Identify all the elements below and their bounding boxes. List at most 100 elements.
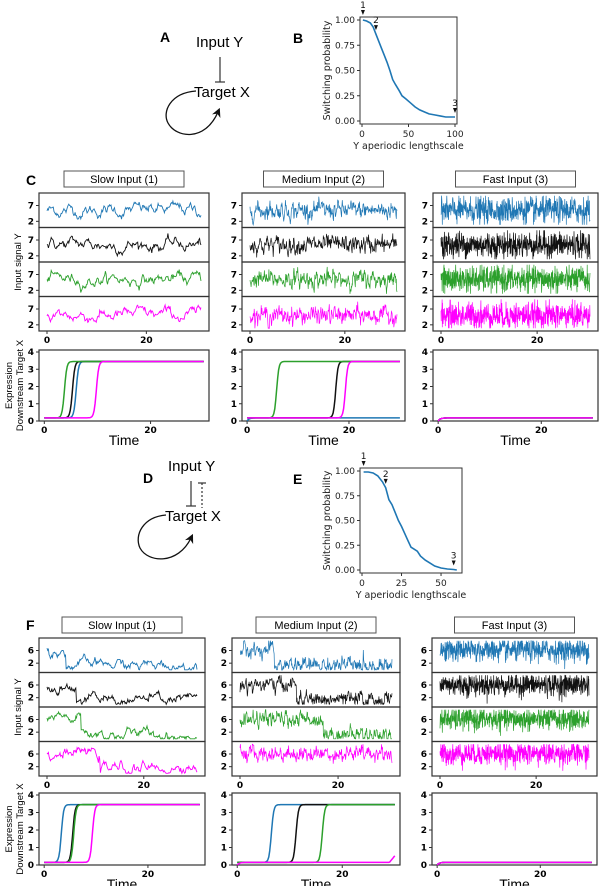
input-trace-green <box>439 709 590 736</box>
x-tick-label: 0 <box>437 781 443 791</box>
x-tick-label: 20 <box>140 336 153 346</box>
y-tick-label: 1 <box>421 844 427 854</box>
marker-arrow <box>383 478 388 484</box>
plot-frame <box>359 467 463 574</box>
y-tick-label: 0.25 <box>335 92 355 102</box>
node-target-x: Target X <box>165 508 221 525</box>
input-trace-green <box>249 266 398 294</box>
y-tick-label: 4 <box>28 791 34 801</box>
time-axis-label: Time <box>499 876 530 886</box>
node-input-y: Input Y <box>196 34 243 51</box>
input-strip-green: 26 <box>28 706 206 743</box>
x-tick-label: 20 <box>144 426 157 436</box>
input-trace-black <box>46 233 202 258</box>
panel-letter-f: F <box>26 617 35 633</box>
input-trace-green <box>239 709 392 740</box>
input-trace-black <box>440 230 591 260</box>
panel-letter-d: D <box>143 470 153 486</box>
x-tick-label: 0 <box>237 781 243 791</box>
condition-title-box <box>263 170 384 188</box>
y-tick-label: 3 <box>221 809 227 819</box>
y-tick-label: 6 <box>221 647 227 657</box>
input-strip-blue: 26 <box>28 637 206 674</box>
y-tick-label: 6 <box>28 647 34 657</box>
y-tick-label: 1 <box>28 844 34 854</box>
y-tick-label: 0 <box>28 861 34 871</box>
x-tick-label: 20 <box>339 336 352 346</box>
y-tick-label: 6 <box>221 716 227 726</box>
plot-frame <box>359 16 458 125</box>
time-axis-label: Time <box>109 432 140 448</box>
y-tick-label: 3 <box>28 365 34 375</box>
x-tick-label: 100 <box>446 130 463 140</box>
input-trace-magenta <box>46 303 202 324</box>
expression-y-label-line2: Downstream Target X <box>15 339 26 431</box>
x-tick-label: 20 <box>142 870 155 880</box>
x-tick-label: 0 <box>434 870 440 880</box>
y-tick-label: 2 <box>422 383 428 393</box>
condition-title: Medium Input (2) <box>274 620 357 632</box>
y-tick-label: 7 <box>231 236 237 246</box>
input-strip-green: 27 <box>28 261 210 298</box>
panel-letter-c: C <box>26 172 36 188</box>
input-strip-blue: 27 <box>231 192 406 229</box>
y-tick-label: 6 <box>421 750 427 760</box>
expression-trace-black <box>247 360 400 419</box>
input-strip-blue: 26 <box>221 637 401 674</box>
condition-title: Slow Input (1) <box>90 174 158 186</box>
panel-letter-e: E <box>293 471 302 487</box>
x-tick-label: 20 <box>535 426 548 436</box>
input-trace-green <box>440 264 591 294</box>
y-tick-label: 6 <box>28 750 34 760</box>
x-axis-label: Y aperiodic lengthscale <box>352 141 464 152</box>
input-trace-magenta <box>439 743 590 771</box>
condition-title: Slow Input (1) <box>88 620 156 632</box>
y-tick-label: 2 <box>231 383 237 393</box>
expression-trace-magenta <box>44 360 204 419</box>
x-tick-label: 20 <box>138 781 151 791</box>
y-tick-label: 2 <box>231 217 237 227</box>
input-trace-black <box>239 674 393 706</box>
y-tick-label: 2 <box>221 763 227 773</box>
condition-title: Fast Input (3) <box>482 620 547 632</box>
y-tick-label: 7 <box>422 271 428 281</box>
input-strip-blue: 27 <box>28 192 210 229</box>
x-tick-label: 0 <box>435 426 441 436</box>
marker-arrow <box>373 25 378 31</box>
expression-trace-black <box>237 803 395 864</box>
expression-trace-magenta <box>236 855 396 866</box>
y-tick-label: 6 <box>421 716 427 726</box>
x-tick-label: 20 <box>530 781 543 791</box>
input-strip-black: 26 <box>28 671 206 708</box>
y-tick-label: 0 <box>231 417 237 427</box>
condition-title-box <box>255 616 377 634</box>
expression-frame <box>38 349 210 422</box>
input-strip-blue: 26 <box>421 637 598 674</box>
y-tick-label: 2 <box>231 286 237 296</box>
y-tick-label: 2 <box>231 252 237 262</box>
y-tick-label: 2 <box>422 252 428 262</box>
x-tick-label: 50 <box>435 579 447 589</box>
y-tick-label: 7 <box>422 202 428 212</box>
input-trace-black <box>46 682 198 706</box>
y-tick-label: 7 <box>28 236 34 246</box>
y-axis-label: Switching probability <box>322 20 333 120</box>
y-tick-label: 2 <box>28 252 34 262</box>
marker-arrow <box>453 107 457 113</box>
input-strip-black: 27 <box>231 226 406 263</box>
y-tick-label: 7 <box>422 236 428 246</box>
y-tick-label: 2 <box>422 217 428 227</box>
expression-trace-magenta <box>437 417 593 422</box>
input-strip-magenta: 26 <box>221 740 401 777</box>
y-tick-label: 6 <box>421 681 427 691</box>
y-tick-label: 0.75 <box>335 492 355 502</box>
marker-label: 2 <box>383 470 389 480</box>
y-tick-label: 6 <box>28 716 34 726</box>
y-tick-label: 3 <box>421 809 427 819</box>
expression-frame <box>38 792 206 866</box>
y-tick-label: 0.50 <box>335 517 355 527</box>
expression-y-label-line1: Expression <box>4 806 15 853</box>
y-tick-label: 2 <box>221 659 227 669</box>
